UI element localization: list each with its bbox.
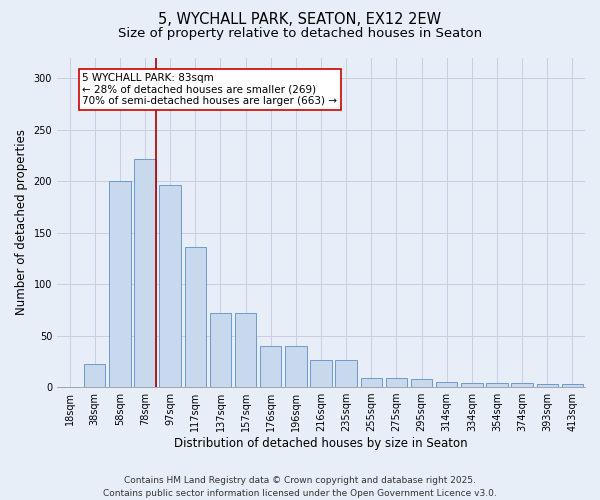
Bar bbox=[386, 378, 407, 387]
X-axis label: Distribution of detached houses by size in Seaton: Distribution of detached houses by size … bbox=[174, 437, 468, 450]
Text: 5, WYCHALL PARK, SEATON, EX12 2EW: 5, WYCHALL PARK, SEATON, EX12 2EW bbox=[158, 12, 442, 28]
Bar bbox=[260, 346, 281, 387]
Text: Size of property relative to detached houses in Seaton: Size of property relative to detached ho… bbox=[118, 28, 482, 40]
Y-axis label: Number of detached properties: Number of detached properties bbox=[15, 130, 28, 316]
Bar bbox=[511, 383, 533, 387]
Text: Contains HM Land Registry data © Crown copyright and database right 2025.
Contai: Contains HM Land Registry data © Crown c… bbox=[103, 476, 497, 498]
Bar bbox=[210, 313, 231, 387]
Bar bbox=[84, 364, 106, 387]
Text: 5 WYCHALL PARK: 83sqm
← 28% of detached houses are smaller (269)
70% of semi-det: 5 WYCHALL PARK: 83sqm ← 28% of detached … bbox=[82, 73, 337, 106]
Bar bbox=[109, 181, 131, 387]
Bar bbox=[436, 382, 457, 387]
Bar bbox=[461, 383, 482, 387]
Bar bbox=[487, 383, 508, 387]
Bar bbox=[411, 379, 432, 387]
Bar bbox=[235, 313, 256, 387]
Bar bbox=[185, 247, 206, 387]
Bar bbox=[160, 185, 181, 387]
Bar bbox=[285, 346, 307, 387]
Bar bbox=[536, 384, 558, 387]
Bar bbox=[134, 160, 156, 387]
Bar bbox=[361, 378, 382, 387]
Bar bbox=[335, 360, 357, 387]
Bar bbox=[562, 384, 583, 387]
Bar bbox=[310, 360, 332, 387]
